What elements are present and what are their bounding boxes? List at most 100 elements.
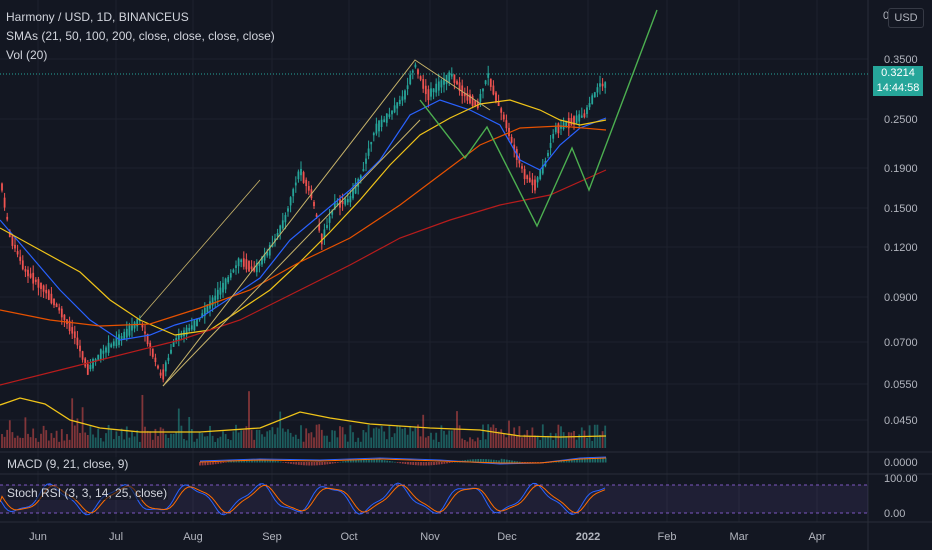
candle-body <box>24 269 27 272</box>
candle-body <box>287 208 289 212</box>
macd-histogram-bar <box>446 462 448 464</box>
volume-bar <box>474 441 477 448</box>
candle-body <box>242 258 245 267</box>
candle-body <box>268 245 271 256</box>
volume-bar <box>1 434 3 448</box>
volume-bar <box>276 427 279 448</box>
volume-bar <box>450 430 453 448</box>
macd-histogram-bar <box>401 462 404 464</box>
volume-bar <box>502 433 505 448</box>
volume-bar <box>544 437 547 448</box>
candle-body <box>198 317 201 320</box>
macd-histogram-bar <box>360 459 363 463</box>
volume-bar <box>287 429 289 448</box>
candle-body <box>99 349 102 360</box>
candle-body <box>411 70 414 73</box>
volume-bar <box>151 439 154 448</box>
candle-body <box>136 319 139 327</box>
candle-body <box>349 196 352 203</box>
volume-bar <box>521 437 523 448</box>
volume-bar <box>409 425 412 448</box>
candle-body <box>523 168 526 180</box>
volume-bar <box>19 437 22 448</box>
volume-bar <box>336 437 339 448</box>
time-tick-label: Dec <box>497 531 517 543</box>
candle-body <box>344 198 347 205</box>
macd-histogram-bar <box>206 462 209 466</box>
volume-bar <box>318 424 321 448</box>
volume-bar <box>492 424 495 448</box>
volume-indicator-label[interactable]: Vol (20) <box>6 48 48 62</box>
volume-bar <box>443 430 445 448</box>
candle-body <box>19 256 22 261</box>
macd-histogram-bar <box>308 462 311 466</box>
macd-histogram-bar <box>573 458 576 463</box>
candle-body <box>567 117 570 129</box>
volume-bar <box>398 426 401 448</box>
candle-body <box>14 244 16 249</box>
macd-histogram-bar <box>422 462 425 466</box>
macd-histogram-bar <box>199 462 201 466</box>
candle-body <box>432 88 435 93</box>
volume-bar <box>11 432 14 448</box>
candle-body <box>159 372 162 376</box>
candle-body <box>320 233 323 245</box>
price-tick-label: 0.0450 <box>884 415 918 427</box>
candle-body <box>341 201 344 204</box>
volume-bar <box>266 431 269 448</box>
macd-histogram-bar <box>511 460 513 463</box>
macd-histogram-bar <box>568 459 571 463</box>
macd-histogram-bar <box>407 462 409 465</box>
candle-body <box>107 342 110 353</box>
macd-label[interactable]: MACD (9, 21, close, 9) <box>6 457 130 471</box>
sma-indicator-label[interactable]: SMAs (21, 50, 100, 200, close, close, cl… <box>6 29 275 43</box>
volume-bar <box>518 426 521 448</box>
time-axis: Jun Jul Aug Sep Oct Nov Dec 2022 Feb Mar Apr <box>29 531 826 543</box>
candle-body <box>3 197 6 208</box>
volume-bar <box>385 439 388 448</box>
volume-bar <box>424 437 427 448</box>
volume-bar <box>118 435 120 448</box>
sma-100-line <box>0 125 607 327</box>
macd-histogram-bar <box>498 460 500 463</box>
volume-bar <box>448 430 451 448</box>
volume-bar <box>497 431 500 448</box>
stoch-rsi-label[interactable]: Stoch RSI (3, 3, 14, 25, close) <box>6 486 169 500</box>
candle-body <box>146 333 149 345</box>
macd-histogram-bar <box>313 462 316 466</box>
candle-body <box>248 260 250 272</box>
macd-histogram-bar <box>274 460 277 463</box>
macd-histogram-bar <box>284 462 287 464</box>
candle-body <box>47 290 50 300</box>
candle-body <box>89 364 92 370</box>
symbol-title[interactable]: Harmony / USD, 1D, BINANCEUS <box>6 10 189 24</box>
macd-histogram-bar <box>472 459 474 463</box>
price-tick-label: 0.1900 <box>884 163 918 175</box>
volume-bar <box>172 433 175 448</box>
candle-body <box>336 203 339 206</box>
macd-histogram-bar <box>227 461 230 463</box>
currency-button[interactable]: USD <box>888 8 924 28</box>
volume-bar <box>357 437 360 448</box>
candle-body <box>318 224 321 231</box>
candle-body <box>549 142 552 148</box>
macd-histogram-bar <box>448 462 451 463</box>
volume-bar <box>107 424 110 448</box>
candle-body <box>378 120 380 132</box>
candle-body <box>588 103 591 108</box>
macd-histogram-bar <box>394 461 396 463</box>
channel-lower-line <box>162 119 421 387</box>
volume-bar <box>263 436 266 448</box>
trend-drawings[interactable] <box>139 9 658 387</box>
volume-bar <box>149 431 152 448</box>
macd-histogram-bar <box>323 462 326 465</box>
candle-body <box>105 347 107 353</box>
candle-body <box>266 251 269 256</box>
candle-body <box>510 136 513 143</box>
macd-histogram-bar <box>362 459 365 463</box>
candle-body <box>328 216 331 223</box>
price-tick-label: 0.0900 <box>884 292 918 304</box>
volume-bar <box>466 441 469 448</box>
volume-bar <box>229 440 232 448</box>
